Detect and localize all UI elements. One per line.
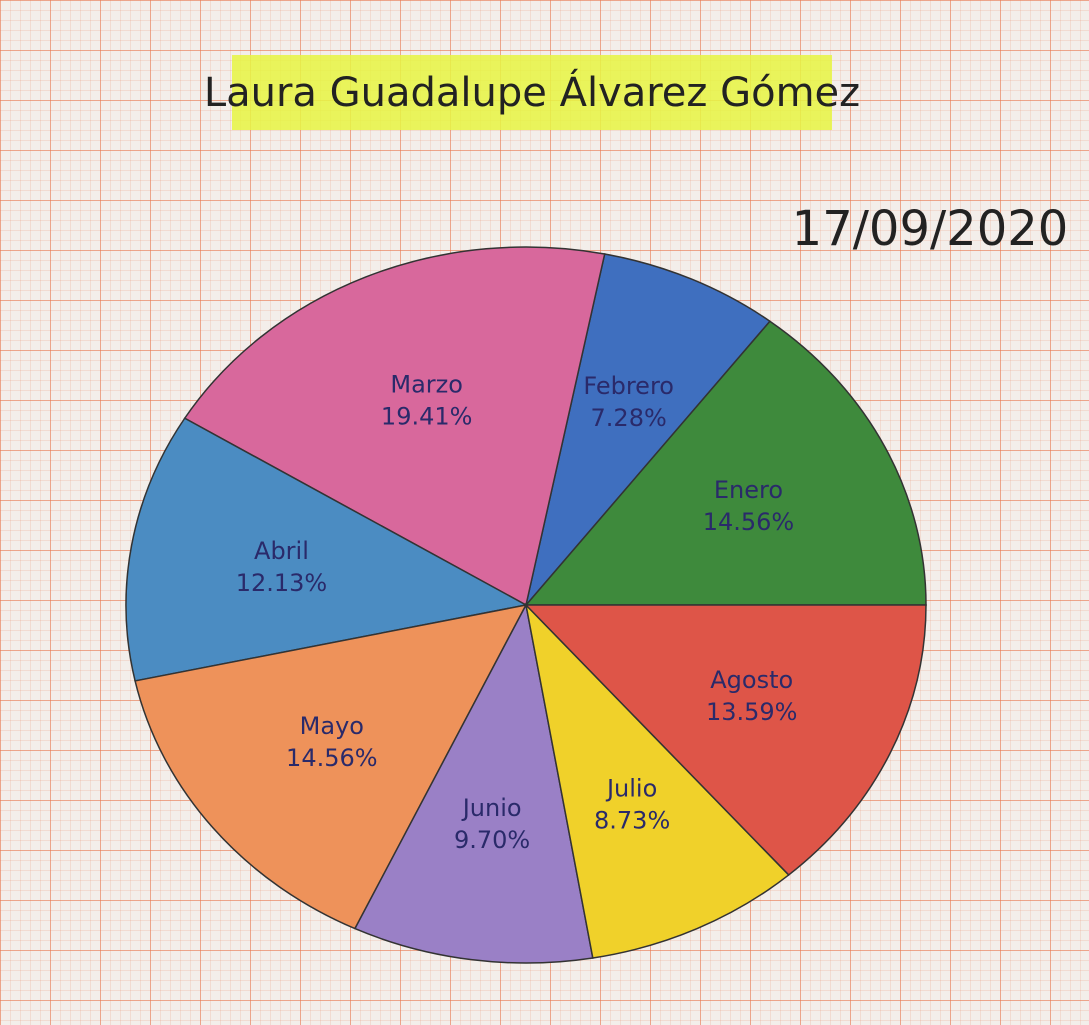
value-label: 14.56% <box>703 508 795 536</box>
pie-slice <box>525 253 771 606</box>
pie-slice <box>183 246 606 607</box>
pie-slice <box>524 320 927 606</box>
pie-slice <box>524 604 927 876</box>
slice-label: Marzo <box>390 371 463 399</box>
pie-slice <box>134 603 528 930</box>
value-label: 19.41% <box>381 403 473 431</box>
chart-title: Laura Guadalupe Álvarez Gómez <box>204 68 860 116</box>
pie-slice <box>125 417 529 682</box>
slice-label: Febrero <box>583 372 674 400</box>
pie-slice <box>524 602 790 959</box>
pie-slice <box>353 602 594 964</box>
chart-subtitle: 17/09/2020 <box>792 201 1069 257</box>
value-label: 13.59% <box>706 698 798 726</box>
slice-label: Enero <box>714 476 783 504</box>
slice-label: Junio <box>461 794 522 822</box>
value-label: 9.70% <box>454 826 530 854</box>
value-label: 12.13% <box>236 569 328 597</box>
value-label: 8.73% <box>594 807 670 835</box>
title-highlight <box>232 55 832 130</box>
slice-label: Agosto <box>710 666 793 694</box>
slice-label: Abril <box>254 537 309 565</box>
slice-label: Julio <box>605 775 657 803</box>
value-label: 7.28% <box>591 404 667 432</box>
slice-label: Mayo <box>300 712 364 740</box>
value-label: 14.56% <box>286 744 378 772</box>
